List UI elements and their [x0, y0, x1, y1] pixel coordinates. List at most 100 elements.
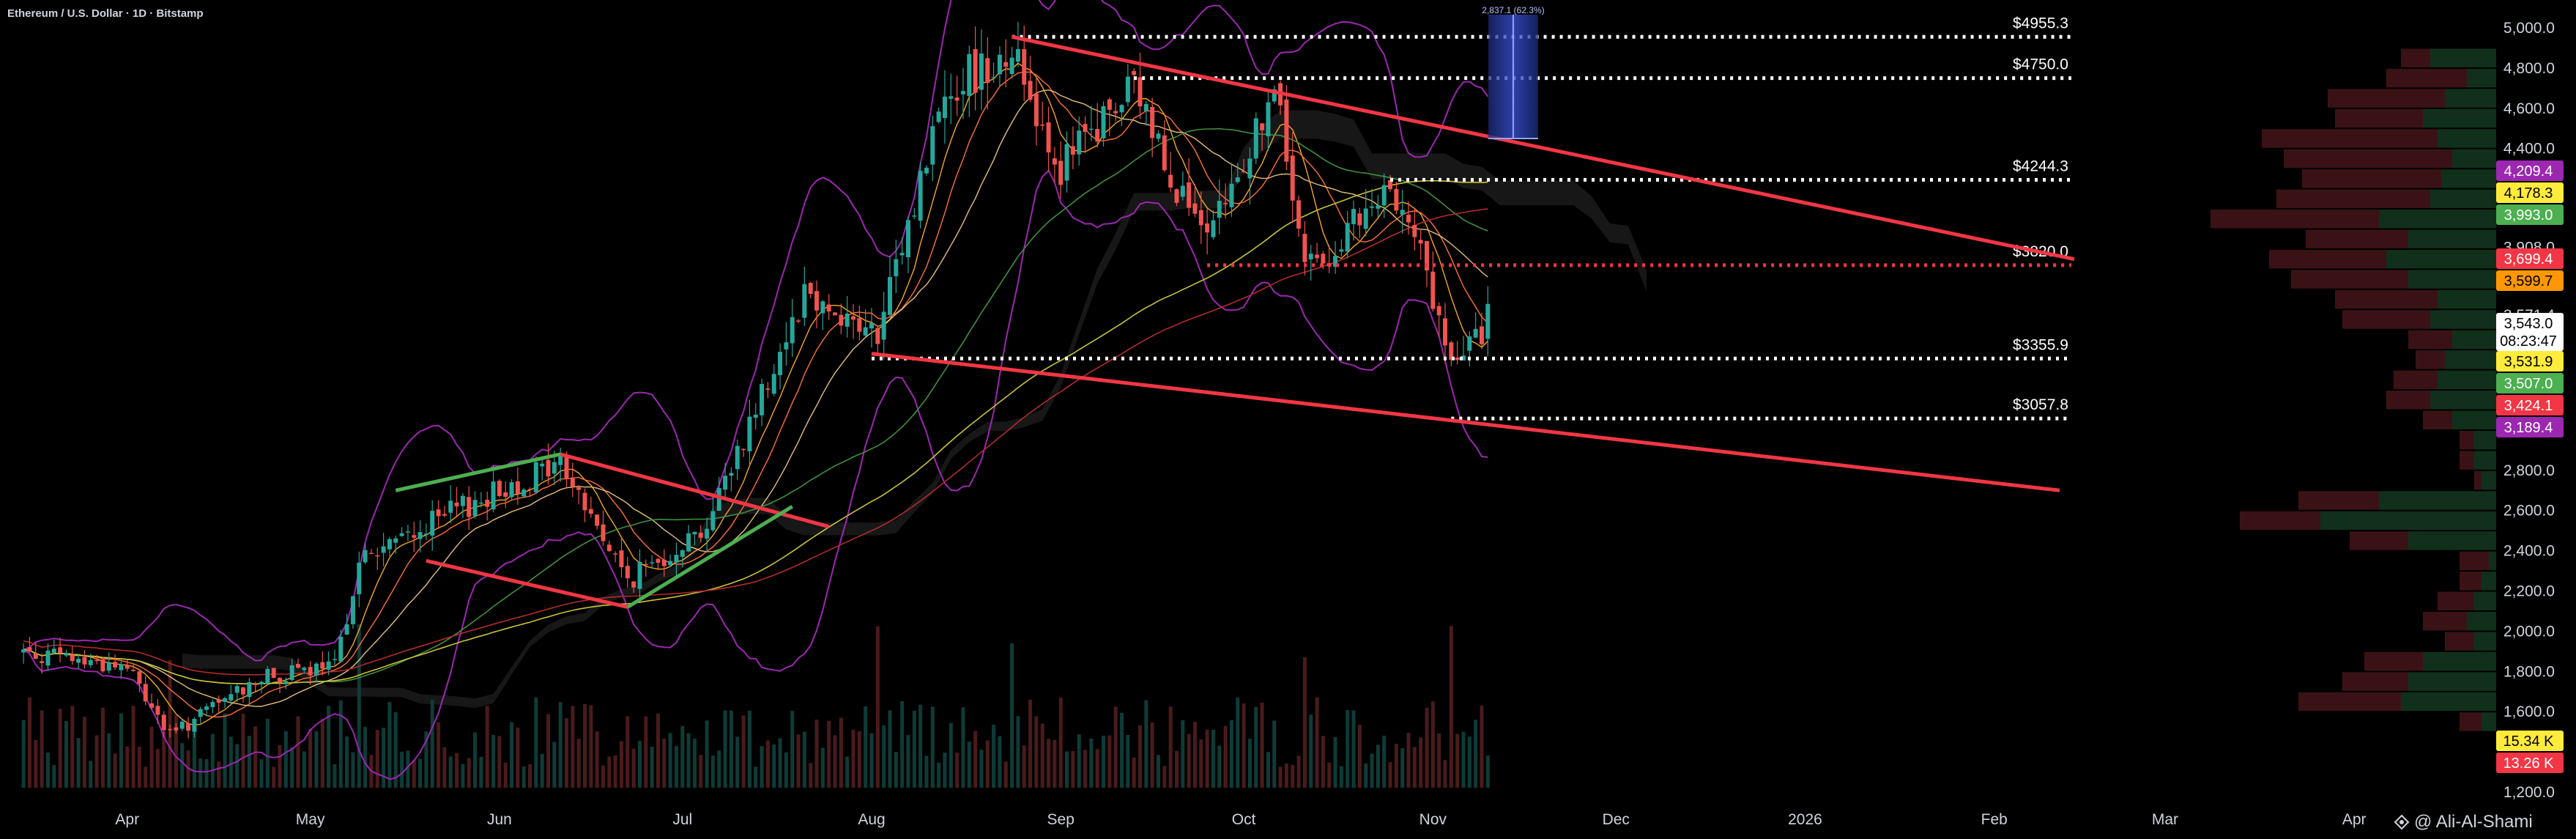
- candle-body: [558, 454, 563, 465]
- time-tick: 2026: [1788, 811, 1822, 828]
- candle-body: [820, 301, 825, 314]
- candle-body: [363, 550, 368, 563]
- volume-bar: [528, 764, 532, 788]
- volume-bar: [1071, 750, 1075, 788]
- time-axis[interactable]: Apr May Jun Jul Aug Sep Oct Nov Dec 2026 Feb Mar Apr: [115, 811, 2366, 828]
- profile-down-bar: [2423, 410, 2452, 429]
- candle-body: [570, 477, 575, 487]
- volume-bar: [1400, 748, 1405, 788]
- volume-bar: [692, 739, 697, 788]
- candle-body: [1009, 57, 1014, 74]
- candle-body: [997, 54, 1002, 75]
- candle-body: [686, 533, 691, 552]
- volume-bar: [424, 731, 428, 788]
- candle-body: [313, 663, 319, 676]
- volume-bar: [1425, 707, 1429, 788]
- volume-bar: [265, 718, 270, 788]
- candle-body: [430, 511, 435, 536]
- candle-body: [94, 659, 100, 662]
- volume-bar: [1247, 739, 1252, 788]
- candle-body: [1192, 203, 1198, 214]
- volume-bar: [662, 739, 667, 788]
- profile-up-bar: [2452, 330, 2496, 350]
- candle-body: [1400, 210, 1405, 215]
- time-tick: Mar: [2152, 811, 2178, 828]
- volume-bar: [1095, 749, 1099, 788]
- volume-bar: [400, 751, 404, 788]
- volume-bar: [314, 731, 319, 788]
- volume-bar: [351, 752, 355, 788]
- time-tick: Jun: [487, 811, 512, 828]
- candle-body: [1339, 249, 1344, 252]
- candle-body: [1266, 102, 1271, 136]
- profile-down-bar: [2460, 430, 2474, 450]
- price-tag-label: 3,531.9: [2504, 354, 2553, 370]
- volume-bar: [1467, 736, 1471, 788]
- profile-up-bar: [2467, 611, 2496, 631]
- price-tick: 4,800.0: [2503, 60, 2555, 77]
- volume-bar: [241, 713, 245, 788]
- volume-bar: [796, 734, 801, 788]
- candle-body: [1480, 326, 1484, 344]
- volume-bar: [998, 736, 1002, 788]
- volume-bar: [34, 740, 38, 788]
- volume-bar: [76, 738, 81, 788]
- profile-up-bar: [2320, 511, 2496, 531]
- volume-bar: [1047, 739, 1051, 788]
- profile-down-bar: [2342, 310, 2430, 329]
- projection-box[interactable]: 2,837.1 (62.3%): [1482, 5, 1545, 139]
- candle-body: [137, 671, 142, 684]
- volume-bar: [626, 716, 630, 788]
- candle-body: [448, 500, 453, 513]
- time-tick: Nov: [1419, 811, 1447, 828]
- time-tick: Feb: [1981, 811, 2008, 828]
- volume-bar: [1370, 753, 1374, 788]
- candle-body: [1235, 177, 1240, 182]
- bollinger-lower: [23, 169, 1488, 780]
- candle-body: [302, 668, 307, 670]
- volume-bar: [869, 733, 874, 788]
- profile-up-bar: [2482, 572, 2496, 591]
- volume-bar: [1291, 764, 1295, 788]
- volume-bar: [839, 717, 843, 788]
- price-tag-label: 08:23:47: [2500, 333, 2557, 350]
- candle-body: [131, 670, 136, 671]
- candle-body: [1321, 254, 1326, 264]
- candle-body: [863, 327, 868, 336]
- volume-bar: [1474, 720, 1478, 788]
- volume-bar: [820, 747, 825, 788]
- candle-body: [869, 322, 874, 329]
- volume-bar: [552, 742, 557, 788]
- candle-body: [1015, 48, 1020, 62]
- candle-body: [778, 352, 783, 376]
- volume-bar: [710, 755, 715, 788]
- candle-body: [1357, 213, 1362, 226]
- candle-body: [564, 457, 569, 479]
- candle-body: [668, 561, 673, 566]
- volume-bar: [168, 659, 172, 788]
- price-tick: 2,200.0: [2503, 583, 2555, 600]
- projection-label: 2,837.1 (62.3%): [1482, 5, 1544, 15]
- volume-bar: [973, 731, 978, 788]
- volume-bar: [607, 756, 612, 788]
- volume-bar: [814, 720, 819, 788]
- volume-bar: [272, 766, 276, 788]
- watermark: @ Ali-Al-Shami: [2394, 812, 2533, 832]
- candle-body: [1174, 189, 1179, 203]
- volume-bar: [149, 726, 154, 788]
- candle-body: [924, 167, 929, 174]
- candle-body: [540, 463, 545, 467]
- profile-up-bar: [2438, 370, 2496, 390]
- profile-down-bar: [2306, 229, 2408, 248]
- price-tag-bg: [2496, 248, 2564, 269]
- candle-body: [1381, 185, 1387, 206]
- candle-body: [790, 317, 795, 344]
- price-tag-label: 13.26 K: [2503, 755, 2555, 772]
- volume-bar: [278, 744, 282, 788]
- candle-body: [1180, 185, 1185, 197]
- candle-body: [454, 502, 459, 506]
- volume-bar: [644, 716, 648, 788]
- volume-bar: [888, 710, 892, 788]
- volume-bar: [924, 755, 929, 788]
